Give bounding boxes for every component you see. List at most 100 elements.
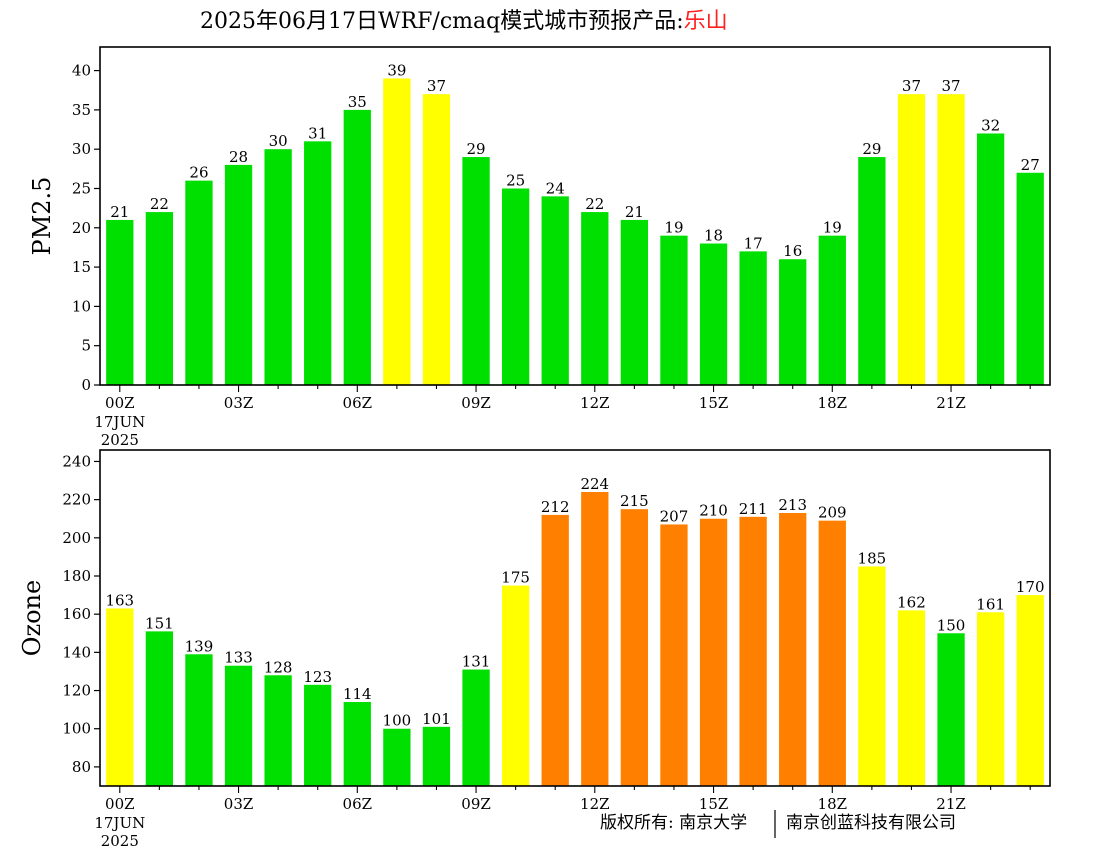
pm25-bar <box>858 157 886 385</box>
ozone-date-label: 17JUN <box>94 814 145 832</box>
ozone-bar <box>858 566 886 786</box>
pm25-bar <box>620 219 649 385</box>
ozone-ytick-label: 100 <box>62 720 91 738</box>
pm25-panel: 21 22 26 28 30 31 35 39 37 29 25 24 22 21 19 18 17 16 19 29… <box>28 46 1051 449</box>
pm25-bar <box>976 133 1005 385</box>
pm25-date-label: 17JUN <box>94 413 145 431</box>
ozone-bar <box>304 684 332 786</box>
pm25-ytick-label: 35 <box>72 101 91 119</box>
pm25-bar <box>897 94 926 385</box>
ozone-value-label: 150 <box>937 616 966 634</box>
ozone-value-label: 215 <box>620 492 649 510</box>
pm25-value-label: 37 <box>941 77 960 95</box>
pm25-value-label: 19 <box>823 219 842 237</box>
ozone-value-label: 163 <box>105 591 134 609</box>
ozone-bar <box>739 516 767 786</box>
pm25-bar <box>304 141 332 385</box>
pm25-xtick-label: 09Z <box>461 394 491 412</box>
ozone-xtick-label: 06Z <box>343 795 373 813</box>
ozone-value-label: 224 <box>580 475 609 493</box>
ozone-value-label: 209 <box>818 504 847 522</box>
pm25-date-label: 2025 <box>101 431 139 449</box>
pm25-ytick-label: 25 <box>72 179 91 197</box>
ozone-xtick-label: 18Z <box>818 795 848 813</box>
ozone-ytick-label: 160 <box>62 605 91 623</box>
ozone-panel: 163 151 139 133 128 123 114 100 101 131 175 212 224 2… <box>18 449 1051 850</box>
ozone-bar <box>106 608 134 786</box>
ozone-ytick-label: 80 <box>72 758 91 776</box>
pm25-xtick-label: 03Z <box>224 394 254 412</box>
ozone-value-label: 170 <box>1016 578 1045 596</box>
ozone-ytick-label: 180 <box>62 567 91 585</box>
pm25-value-label: 29 <box>466 140 485 158</box>
ozone-bar <box>1016 595 1044 786</box>
ozone-ytick-label: 200 <box>62 529 91 547</box>
pm25-ytick-label: 40 <box>72 62 91 80</box>
ozone-value-label: 101 <box>422 710 451 728</box>
pm25-bar <box>383 78 411 385</box>
pm25-value-label: 24 <box>546 179 565 197</box>
pm25-value-label: 30 <box>269 132 288 150</box>
ozone-ylabel: Ozone <box>18 580 46 656</box>
pm25-bar <box>1016 172 1044 385</box>
pm25-xtick-label: 21Z <box>936 394 966 412</box>
pm25-xtick-label: 00Z <box>105 394 135 412</box>
ozone-bar <box>383 728 411 786</box>
ozone-value-label: 139 <box>185 637 214 655</box>
ozone-plot-frame <box>99 449 1051 787</box>
pm25-ylabel: PM2.5 <box>28 177 56 256</box>
ozone-value-label: 114 <box>343 685 372 703</box>
ozone-xtick-label: 03Z <box>224 795 254 813</box>
pm25-value-label: 19 <box>664 219 683 237</box>
ozone-value-label: 212 <box>541 498 570 516</box>
pm25-xtick-label: 15Z <box>699 394 729 412</box>
ozone-date-label: 2025 <box>101 832 139 850</box>
ozone-bar <box>541 514 569 786</box>
pm25-bar <box>581 212 609 385</box>
ozone-bar <box>581 492 609 786</box>
ozone-bar <box>462 669 490 786</box>
pm25-value-label: 22 <box>150 195 169 213</box>
pm25-bar <box>106 219 134 385</box>
chart-title-main: 2025年06月17日WRF/cmaq模式城市预报产品: <box>200 9 684 34</box>
ozone-value-label: 175 <box>501 569 530 587</box>
ozone-xtick-label: 15Z <box>699 795 729 813</box>
ozone-value-label: 100 <box>383 712 412 730</box>
copyright-left: 版权所有: 南京大学 <box>600 813 747 833</box>
pm25-ytick-label: 0 <box>81 376 91 394</box>
ozone-value-label: 128 <box>264 658 293 676</box>
pm25-bar <box>343 109 371 385</box>
pm25-value-label: 21 <box>110 203 129 221</box>
chart-title-city: 乐山 <box>684 9 728 34</box>
ozone-bar <box>501 585 530 786</box>
pm25-bar <box>660 235 688 385</box>
ozone-bar <box>145 631 174 786</box>
ozone-bar <box>976 612 1005 786</box>
pm25-value-label: 21 <box>625 203 644 221</box>
chart-title: 2025年06月17日WRF/cmaq模式城市预报产品:乐山 <box>200 9 728 34</box>
pm25-bar <box>541 196 569 385</box>
pm25-bar <box>937 94 965 385</box>
pm25-bar <box>739 251 767 385</box>
pm25-ytick-label: 30 <box>72 140 91 158</box>
pm25-value-label: 26 <box>189 164 208 182</box>
pm25-bar <box>779 259 807 385</box>
pm25-value-label: 37 <box>427 77 446 95</box>
ozone-value-label: 207 <box>660 507 689 525</box>
ozone-value-label: 211 <box>739 500 768 518</box>
ozone-value-label: 131 <box>462 653 491 671</box>
copyright-right: 南京创蓝科技有限公司 <box>786 813 956 833</box>
ozone-bar <box>818 520 846 786</box>
ozone-bar <box>620 509 649 786</box>
pm25-bar <box>422 94 451 385</box>
pm25-xtick-label: 12Z <box>580 394 610 412</box>
ozone-value-label: 151 <box>145 614 174 632</box>
ozone-value-label: 185 <box>858 549 887 567</box>
ozone-ytick-label: 220 <box>62 491 91 509</box>
pm25-value-label: 31 <box>308 124 327 142</box>
pm25-ytick-label: 15 <box>72 258 91 276</box>
pm25-value-label: 25 <box>506 171 525 189</box>
ozone-bar <box>343 702 371 786</box>
pm25-value-label: 32 <box>981 116 1000 134</box>
